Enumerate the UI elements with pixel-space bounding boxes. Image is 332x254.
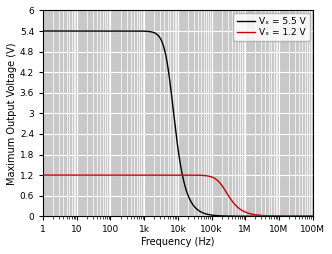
Vₓ = 1.2 V: [173, 173, 177, 177]
Vₓ = 5.5 V: [41, 29, 45, 33]
Vₓ = 1.2 V: [52, 173, 56, 177]
Vₓ = 5.5 V: [52, 29, 56, 33]
X-axis label: Frequency (Hz): Frequency (Hz): [141, 237, 214, 247]
Y-axis label: Maximum Output Voltage (V): Maximum Output Voltage (V): [7, 42, 17, 185]
Vₓ = 1.2 V: [296, 215, 300, 218]
Vₓ = 5.5 V: [57, 29, 61, 33]
Line: Vₓ = 1.2 V: Vₓ = 1.2 V: [43, 175, 312, 216]
Vₓ = 5.5 V: [42, 29, 46, 33]
Vₓ = 5.5 V: [94, 29, 98, 33]
Line: Vₓ = 5.5 V: Vₓ = 5.5 V: [43, 31, 312, 216]
Vₓ = 1.2 V: [310, 215, 314, 218]
Vₓ = 5.5 V: [310, 215, 314, 218]
Legend: Vₓ = 5.5 V, Vₓ = 1.2 V: Vₓ = 5.5 V, Vₓ = 1.2 V: [233, 13, 310, 41]
Vₓ = 5.5 V: [296, 215, 300, 218]
Vₓ = 1.2 V: [42, 173, 46, 177]
Vₓ = 1.2 V: [41, 173, 45, 177]
Vₓ = 1.2 V: [57, 173, 61, 177]
Vₓ = 1.2 V: [94, 173, 98, 177]
Vₓ = 5.5 V: [173, 122, 177, 125]
